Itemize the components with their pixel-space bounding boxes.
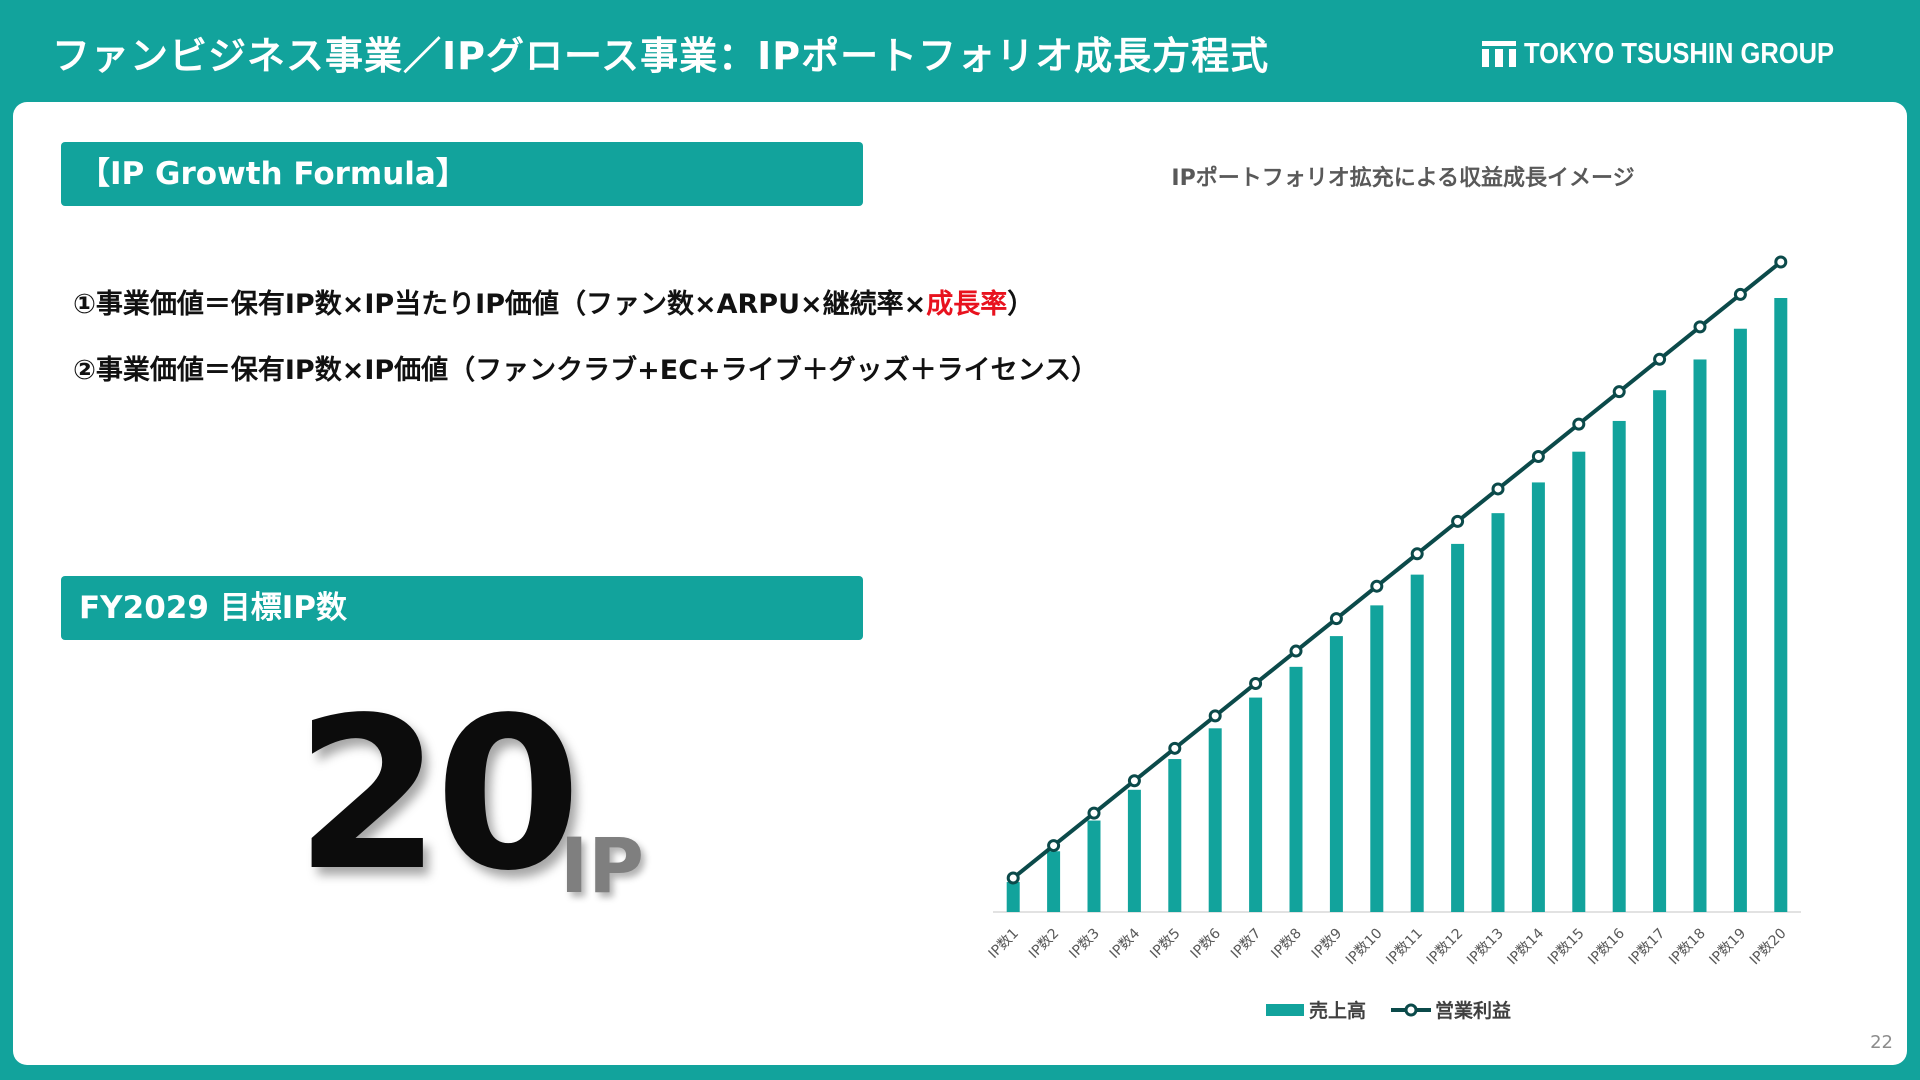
bar-19 (1733, 328, 1747, 913)
profit-point-9 (1329, 612, 1343, 626)
bar-9 (1329, 636, 1343, 912)
x-tick-label: IP数9 (1309, 926, 1345, 962)
formula-line-1-end: ） (1007, 289, 1035, 320)
profit-point-1 (1006, 871, 1020, 885)
formula-section-heading: 【IP Growth Formula】 (61, 142, 863, 206)
profit-point-7 (1249, 676, 1263, 690)
profit-line (1011, 260, 1783, 880)
formula-line-1-main: ①事業価値＝保有IP数×IP当たりIP価値（ファン数×ARPU×継続率× (73, 289, 927, 320)
profit-point-4 (1127, 774, 1141, 788)
target-section-heading: FY2029 目標IP数 (61, 576, 863, 640)
bar-18 (1693, 359, 1707, 912)
profit-point-16 (1612, 385, 1626, 399)
page-number: 22 (1870, 1032, 1893, 1053)
content-panel: 【IP Growth Formula】 ①事業価値＝保有IP数×IP当たりIP価… (13, 102, 1907, 1065)
x-tick-label: IP数16 (1585, 925, 1628, 968)
bar-3 (1087, 820, 1101, 912)
bar-12 (1451, 543, 1465, 912)
x-tick-label: IP数18 (1666, 926, 1709, 969)
bar-7 (1249, 697, 1263, 912)
bar-20 (1774, 298, 1788, 912)
x-tick-label: IP数7 (1228, 926, 1264, 962)
x-tick-label: IP数1 (986, 926, 1022, 962)
profit-point-17 (1653, 352, 1667, 366)
profit-point-14 (1531, 450, 1545, 464)
profit-point-5 (1168, 741, 1182, 755)
x-tick-label: IP数15 (1545, 926, 1588, 969)
formula-line-1: ①事業価値＝保有IP数×IP当たりIP価値（ファン数×ARPU×継続率×成長率） (73, 282, 1034, 321)
profit-point-18 (1693, 320, 1707, 334)
company-logo-icon (1481, 41, 1516, 67)
formula-line-1-accent: 成長率 (926, 289, 1008, 320)
x-tick-label: IP数12 (1424, 926, 1467, 969)
profit-point-8 (1289, 644, 1303, 658)
legend-bar-swatch (1266, 1004, 1304, 1016)
profit-point-3 (1087, 806, 1101, 820)
x-tick-label: IP数8 (1268, 926, 1304, 962)
x-tick-label: IP数3 (1066, 926, 1102, 962)
bar-4 (1127, 789, 1141, 912)
bar-8 (1289, 666, 1303, 912)
target-ip-count: 20 (295, 672, 581, 917)
formula-line-2: ②事業価値＝保有IP数×IP価値（ファンクラブ+EC+ライブ＋グッズ＋ライセンス… (73, 355, 1099, 386)
legend-bar-label: 売上高 (1309, 999, 1366, 1022)
x-tick-label: IP数19 (1707, 926, 1750, 969)
page-title: ファンビジネス事業／IPグロース事業：IPポートフォリオ成長方程式 (52, 34, 1270, 78)
bar-13 (1491, 513, 1505, 912)
x-tick-label: IP数17 (1626, 926, 1669, 969)
bar-15 (1572, 451, 1586, 912)
bar-11 (1410, 574, 1424, 912)
brand-name: TOKYO TSUSHIN GROUP (1523, 37, 1834, 70)
profit-point-12 (1451, 514, 1465, 528)
legend-line-marker (1404, 1003, 1418, 1017)
bar-16 (1612, 420, 1626, 912)
profit-point-13 (1491, 482, 1505, 496)
legend-line-label: 営業利益 (1435, 999, 1511, 1022)
bar-1 (1006, 882, 1020, 912)
x-tick-label: IP数2 (1026, 926, 1062, 962)
chart-title: IPポートフォリオ拡充による収益成長イメージ (1171, 166, 1635, 191)
profit-point-11 (1410, 547, 1424, 561)
bar-17 (1653, 390, 1667, 912)
bar-2 (1047, 851, 1061, 912)
profit-point-20 (1774, 255, 1788, 269)
brand: TOKYO TSUSHIN GROUP (1481, 32, 1876, 76)
profit-point-6 (1208, 709, 1222, 723)
x-tick-label: IP数14 (1505, 925, 1548, 968)
target-ip-unit: IP (560, 821, 644, 910)
bar-6 (1208, 728, 1222, 912)
revenue-growth-chart: IP数1 IP数2 IP数3 IP数4 IP数5 IP数6 IP数7 IP数8 IP数9IP数1… (986, 255, 1801, 1022)
profit-point-2 (1047, 839, 1061, 853)
x-tick-label: IP数4 (1107, 925, 1143, 961)
bar-5 (1168, 759, 1182, 912)
x-tick-label: IP数5 (1147, 926, 1183, 962)
bar-10 (1370, 605, 1384, 912)
bar-14 (1531, 482, 1545, 912)
x-tick-label: IP数10 (1343, 926, 1386, 969)
profit-point-15 (1572, 417, 1586, 431)
x-tick-label: IP数20 (1747, 926, 1790, 969)
profit-point-10 (1370, 579, 1384, 593)
x-tick-label: IP数11 (1383, 926, 1426, 969)
x-tick-label: IP数13 (1464, 926, 1507, 969)
x-tick-label: IP数6 (1188, 925, 1224, 961)
profit-point-19 (1733, 287, 1747, 301)
